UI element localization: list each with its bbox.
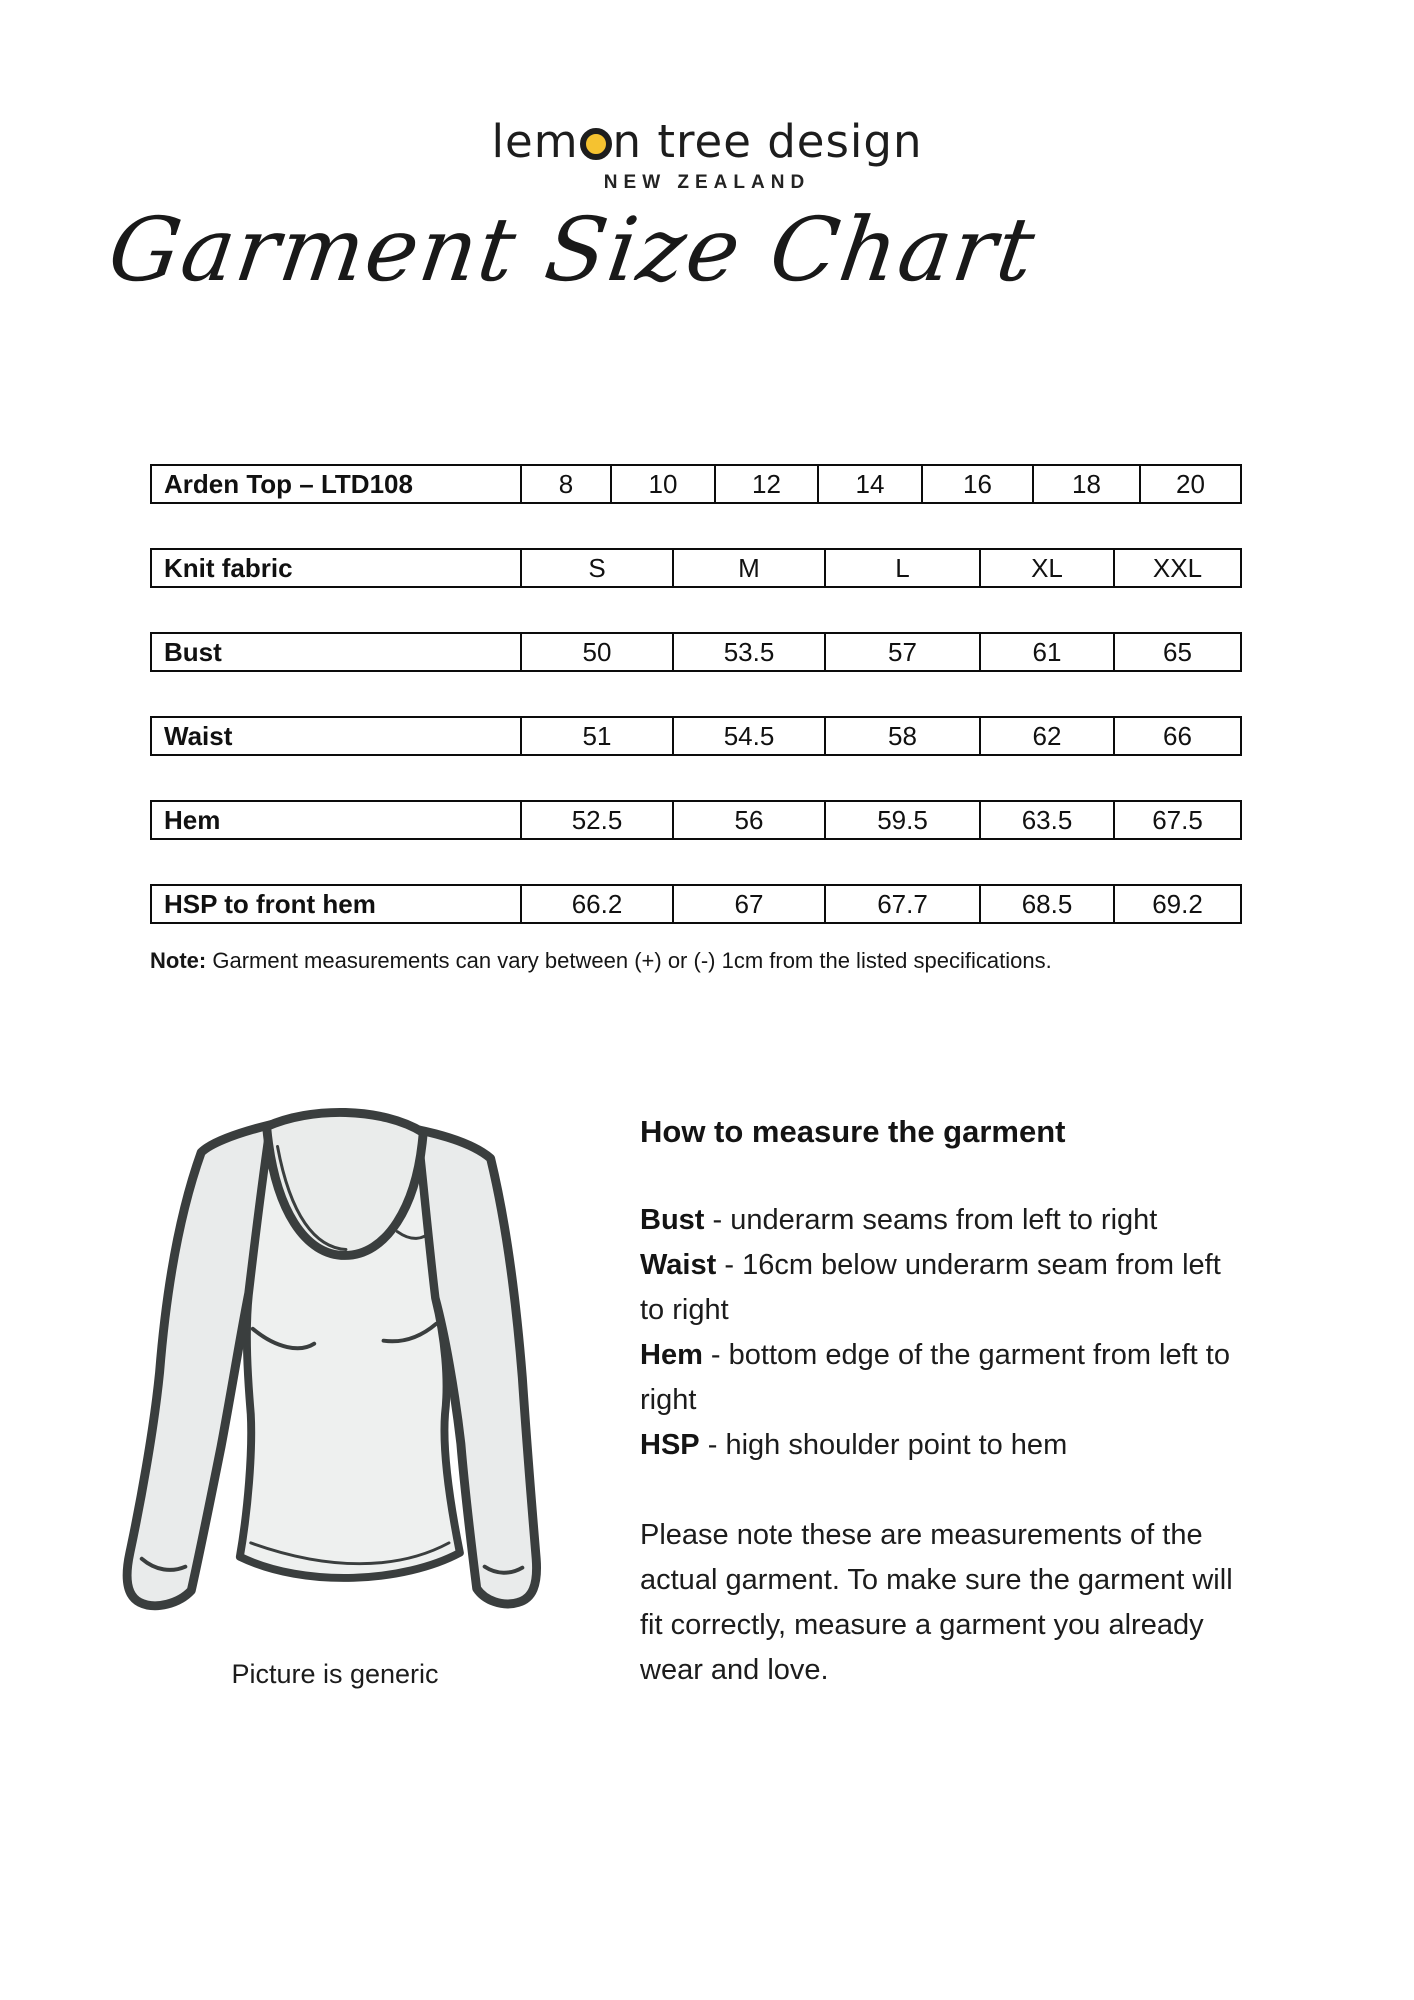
value-cell: 62 [979, 718, 1113, 754]
size-cell: 12 [714, 466, 817, 502]
size-cell: 8 [520, 466, 610, 502]
size-cell: 14 [817, 466, 921, 502]
value-cell: 50 [520, 634, 672, 670]
brand-country: NEW ZEALAND [603, 172, 811, 193]
brand-logo: lem n tree design NEW ZEALAND [0, 116, 1414, 194]
value-cell: 59.5 [824, 802, 979, 838]
row-label: Hem [164, 804, 221, 835]
lemon-o-icon [579, 128, 612, 160]
value-cell: 58 [824, 718, 979, 754]
value-cell: 53.5 [672, 634, 824, 670]
size-cell: S [520, 550, 672, 586]
term: Waist [640, 1249, 717, 1281]
value-cell: 69.2 [1113, 886, 1240, 922]
separator: - [710, 1339, 721, 1371]
value-cell: 67.5 [1113, 802, 1240, 838]
term: Hem [640, 1339, 703, 1371]
size-chart-row-waist: Waist 51 54.5 58 62 66 [150, 716, 1242, 756]
size-cell: 20 [1139, 466, 1240, 502]
value-cell: 52.5 [520, 802, 672, 838]
value-cell: 66.2 [520, 886, 672, 922]
note-label: Note: [150, 948, 207, 973]
size-cell: 18 [1032, 466, 1139, 502]
size-cell: 10 [610, 466, 714, 502]
note: Note: Garment measurements can vary betw… [150, 948, 1270, 974]
size-chart-row-bust: Bust 50 53.5 57 61 65 [150, 632, 1242, 672]
description: high shoulder point to hem [725, 1429, 1068, 1461]
size-cell: XL [979, 550, 1113, 586]
term: HSP [640, 1429, 700, 1461]
size-chart-row-fabric: Knit fabric S M L XL XXL [150, 548, 1242, 588]
description: bottom edge of the garment from left to … [640, 1339, 1230, 1416]
brand-name-suffix: n tree design [612, 115, 923, 168]
term: Bust [640, 1204, 705, 1236]
garment-illustration [122, 1107, 542, 1611]
garment-figure: Picture is generic [100, 1085, 570, 1690]
note-text: Garment measurements can vary between (+… [212, 948, 1052, 973]
value-cell: 65 [1113, 634, 1240, 670]
size-chart-row-hsp: HSP to front hem 66.2 67 67.7 68.5 69.2 [150, 884, 1242, 924]
value-cell: 67 [672, 886, 824, 922]
page-title: Garment Size Chart [103, 198, 1043, 301]
value-cell: 56 [672, 802, 824, 838]
size-cell: M [672, 550, 824, 586]
row-label: HSP to front hem [164, 888, 376, 919]
size-chart-row-hem: Hem 52.5 56 59.5 63.5 67.5 [150, 800, 1242, 840]
separator: - [724, 1249, 735, 1281]
value-cell: 54.5 [672, 718, 824, 754]
size-cell: 16 [921, 466, 1032, 502]
how-to-items: Bust - underarm seams from left to right… [640, 1198, 1236, 1468]
how-to-item-bust: Bust - underarm seams from left to right [640, 1198, 1236, 1243]
how-to-footnote: Please note these are measurements of th… [640, 1519, 1233, 1686]
value-cell: 51 [520, 718, 672, 754]
how-to-heading: How to measure the garment [640, 1114, 1066, 1149]
row-label: Knit fabric [164, 552, 293, 583]
value-cell: 61 [979, 634, 1113, 670]
how-to-item-waist: Waist - 16cm below underarm seam from le… [640, 1243, 1236, 1333]
size-chart: Arden Top – LTD108 8 10 12 14 16 18 20 K… [150, 464, 1242, 968]
value-cell: 63.5 [979, 802, 1113, 838]
value-cell: 66 [1113, 718, 1240, 754]
value-cell: 68.5 [979, 886, 1113, 922]
row-label: Bust [164, 636, 222, 667]
description: underarm seams from left to right [730, 1204, 1158, 1236]
separator: - [712, 1204, 723, 1236]
brand-name-prefix: lem [491, 115, 579, 168]
row-label: Waist [164, 720, 233, 751]
value-cell: 57 [824, 634, 979, 670]
page-title-text: Garment Size Chart [102, 198, 1043, 301]
size-cell: L [824, 550, 979, 586]
how-to-measure-section: How to measure the garment Bust - undera… [640, 1112, 1236, 1693]
size-cell: XXL [1113, 550, 1240, 586]
how-to-item-hsp: HSP - high shoulder point to hem [640, 1423, 1236, 1468]
row-label: Arden Top – LTD108 [164, 468, 413, 499]
separator: - [707, 1429, 718, 1461]
how-to-item-hem: Hem - bottom edge of the garment from le… [640, 1333, 1236, 1423]
value-cell: 67.7 [824, 886, 979, 922]
brand-name: lem n tree design [0, 116, 1414, 168]
description: 16cm below underarm seam from left to ri… [640, 1249, 1221, 1326]
size-chart-row-product: Arden Top – LTD108 8 10 12 14 16 18 20 [150, 464, 1242, 504]
figure-caption: Picture is generic [231, 1659, 439, 1689]
